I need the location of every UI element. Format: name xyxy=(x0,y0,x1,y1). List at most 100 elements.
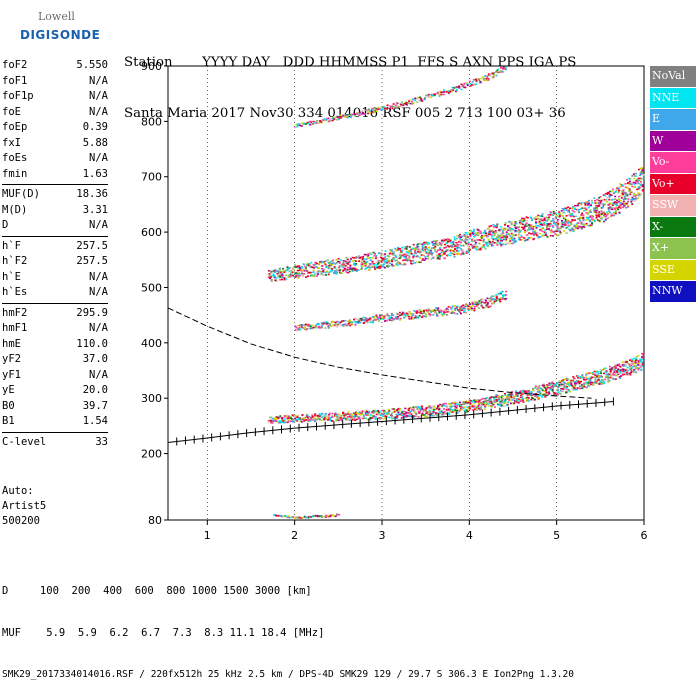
echo-point xyxy=(427,96,430,98)
echo-point xyxy=(445,311,448,313)
echo-point xyxy=(415,316,418,319)
echo-point xyxy=(499,238,502,241)
echo-point xyxy=(460,245,463,247)
echo-point xyxy=(440,93,443,96)
echo-point xyxy=(416,415,419,418)
echo-point xyxy=(336,416,339,418)
echo-point xyxy=(419,312,422,315)
echo-point xyxy=(334,270,337,272)
echo-point xyxy=(351,260,354,262)
echo-point xyxy=(467,244,470,247)
echo-point xyxy=(354,260,357,262)
echo-point xyxy=(299,266,302,269)
echo-point xyxy=(534,395,537,397)
echo-point xyxy=(605,199,608,202)
echo-point xyxy=(419,250,422,253)
echo-point xyxy=(562,217,565,220)
echo-point xyxy=(633,364,636,367)
echo-point xyxy=(351,256,354,259)
echo-point xyxy=(416,317,419,319)
echo-point xyxy=(481,235,484,238)
echo-point xyxy=(358,411,361,414)
echo-point xyxy=(480,298,483,301)
echo-point xyxy=(324,260,327,262)
echo-point xyxy=(325,118,328,121)
echo-point xyxy=(402,312,405,315)
echo-point xyxy=(473,401,476,404)
echo-point xyxy=(466,82,469,84)
echo-point xyxy=(379,266,382,268)
echo-point xyxy=(312,326,315,329)
echo-point xyxy=(549,211,552,213)
echo-point xyxy=(528,224,531,226)
echo-point xyxy=(334,267,337,269)
echo-point xyxy=(562,381,565,383)
echo-point xyxy=(548,384,551,386)
echo-point xyxy=(270,421,273,424)
legend: NoVal NNE E W Vo- Vo+ SSW X- X+ SSE NNW xyxy=(650,66,696,303)
echo-point xyxy=(499,225,502,228)
echo-point xyxy=(573,229,576,231)
echo-point xyxy=(416,315,419,318)
echo-point xyxy=(374,411,377,413)
echo-point xyxy=(601,205,604,208)
echo-point xyxy=(571,212,574,215)
echo-point xyxy=(442,412,445,414)
echo-point xyxy=(377,261,380,264)
echo-point xyxy=(449,252,452,254)
echo-point xyxy=(429,414,432,417)
echo-point xyxy=(391,415,394,417)
echo-point xyxy=(410,252,413,255)
echo-point xyxy=(483,235,486,237)
echo-point xyxy=(488,298,491,300)
echo-point xyxy=(577,218,580,221)
echo-point xyxy=(497,398,500,401)
echo-point xyxy=(431,241,434,243)
echo-point xyxy=(564,224,567,226)
echo-point xyxy=(294,276,297,278)
echo-point xyxy=(569,228,572,231)
echo-point xyxy=(543,224,546,226)
echo-point xyxy=(467,308,470,310)
echo-point xyxy=(454,409,457,411)
echo-point xyxy=(304,325,307,328)
echo-point xyxy=(606,193,609,195)
echo-point xyxy=(324,263,327,266)
echo-point xyxy=(325,265,328,268)
echo-point xyxy=(522,401,525,403)
echo-point xyxy=(505,68,508,71)
echo-point xyxy=(636,178,639,181)
echo-point xyxy=(615,374,618,377)
echo-point xyxy=(447,402,450,405)
echo-point xyxy=(593,219,596,222)
echo-point xyxy=(545,391,548,394)
echo-point xyxy=(638,168,641,171)
echo-point xyxy=(617,370,620,372)
echo-point xyxy=(390,412,393,415)
echo-point xyxy=(463,409,466,412)
echo-point xyxy=(279,420,282,422)
echo-point xyxy=(329,418,332,421)
echo-point xyxy=(362,417,365,420)
echo-point xyxy=(350,322,353,325)
echo-point xyxy=(500,244,503,247)
echo-point xyxy=(430,251,433,254)
echo-point xyxy=(379,318,382,320)
echo-point xyxy=(373,266,376,269)
param-label: h`E xyxy=(2,270,21,283)
echo-point xyxy=(463,406,466,409)
echo-point xyxy=(361,413,364,416)
echo-point xyxy=(537,224,540,227)
echo-point xyxy=(348,321,351,324)
echo-point xyxy=(539,223,542,226)
param-value: N/A xyxy=(89,152,108,164)
echo-point xyxy=(630,183,633,185)
echo-point xyxy=(312,271,315,273)
echo-point xyxy=(546,228,549,230)
echo-point xyxy=(412,408,415,411)
echo-point xyxy=(548,216,551,218)
echo-point xyxy=(360,263,363,266)
echo-point xyxy=(561,207,564,210)
echo-point xyxy=(306,414,309,416)
echo-point xyxy=(484,241,487,244)
